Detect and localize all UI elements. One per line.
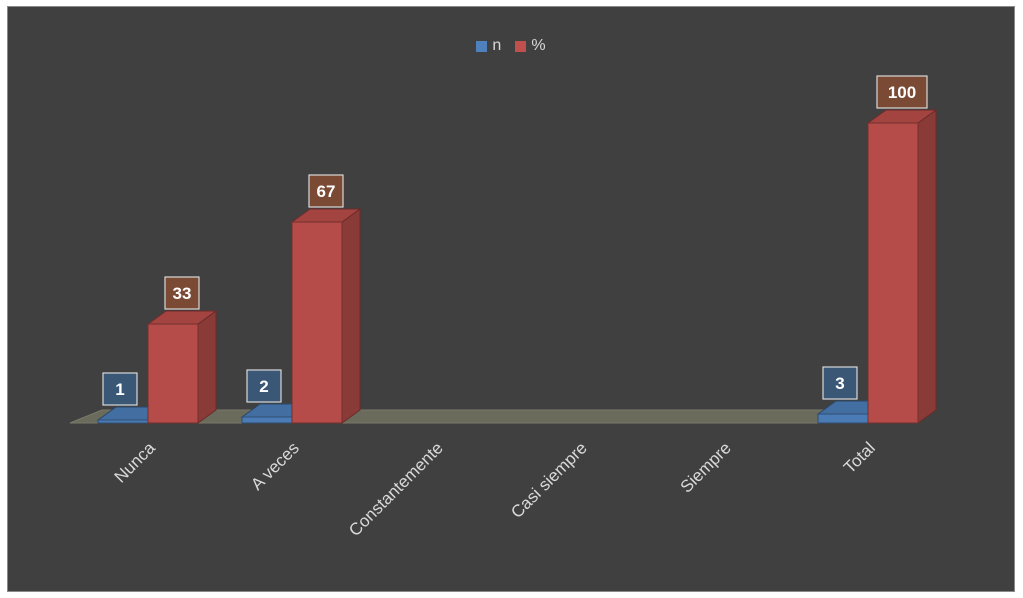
data-label-box-percent-total bbox=[876, 75, 928, 109]
x-tick-label-total: Total bbox=[840, 438, 879, 477]
chart-area: n % 1 33 Nunca 2 67 A veces Constantemente Casi… bbox=[7, 6, 1015, 592]
legend-item-percent: % bbox=[515, 37, 546, 55]
x-tick-label-siempre: Siempre bbox=[677, 438, 735, 496]
data-label-percent-nunca: 33 bbox=[173, 284, 192, 303]
data-label-box-percent-a-veces bbox=[308, 174, 344, 208]
legend-label-percent: % bbox=[531, 37, 546, 54]
data-label-box-n-a-veces bbox=[246, 369, 282, 403]
x-tick-label-constantemente: Constantemente bbox=[345, 438, 447, 540]
x-tick-label-nunca: Nunca bbox=[111, 438, 160, 487]
legend-label-n: n bbox=[492, 37, 502, 54]
bar-percent-nunca bbox=[146, 310, 218, 424]
x-tick-label-a-veces: A veces bbox=[247, 438, 303, 494]
plot-area: 1 33 Nunca 2 67 A veces Constantemente Casi sie… bbox=[69, 75, 938, 540]
data-label-n-nunca: 1 bbox=[115, 380, 124, 399]
legend-swatch-n bbox=[476, 40, 488, 52]
data-label-n-a-veces: 2 bbox=[259, 377, 268, 396]
legend: n % bbox=[8, 37, 1014, 55]
legend-swatch-percent bbox=[515, 40, 527, 52]
x-tick-label-casi-siempre: Casi siempre bbox=[507, 438, 591, 522]
legend-item-n: n bbox=[476, 37, 501, 55]
data-label-box-n-total bbox=[822, 366, 858, 400]
data-label-n-total: 3 bbox=[835, 374, 844, 393]
bar-percent-a-veces bbox=[290, 208, 362, 424]
data-label-percent-total: 100 bbox=[888, 83, 916, 102]
data-label-box-n-nunca bbox=[102, 372, 138, 406]
bar-percent-total bbox=[866, 109, 938, 424]
data-label-box-percent-nunca bbox=[164, 276, 200, 310]
data-label-percent-a-veces: 67 bbox=[317, 182, 336, 201]
